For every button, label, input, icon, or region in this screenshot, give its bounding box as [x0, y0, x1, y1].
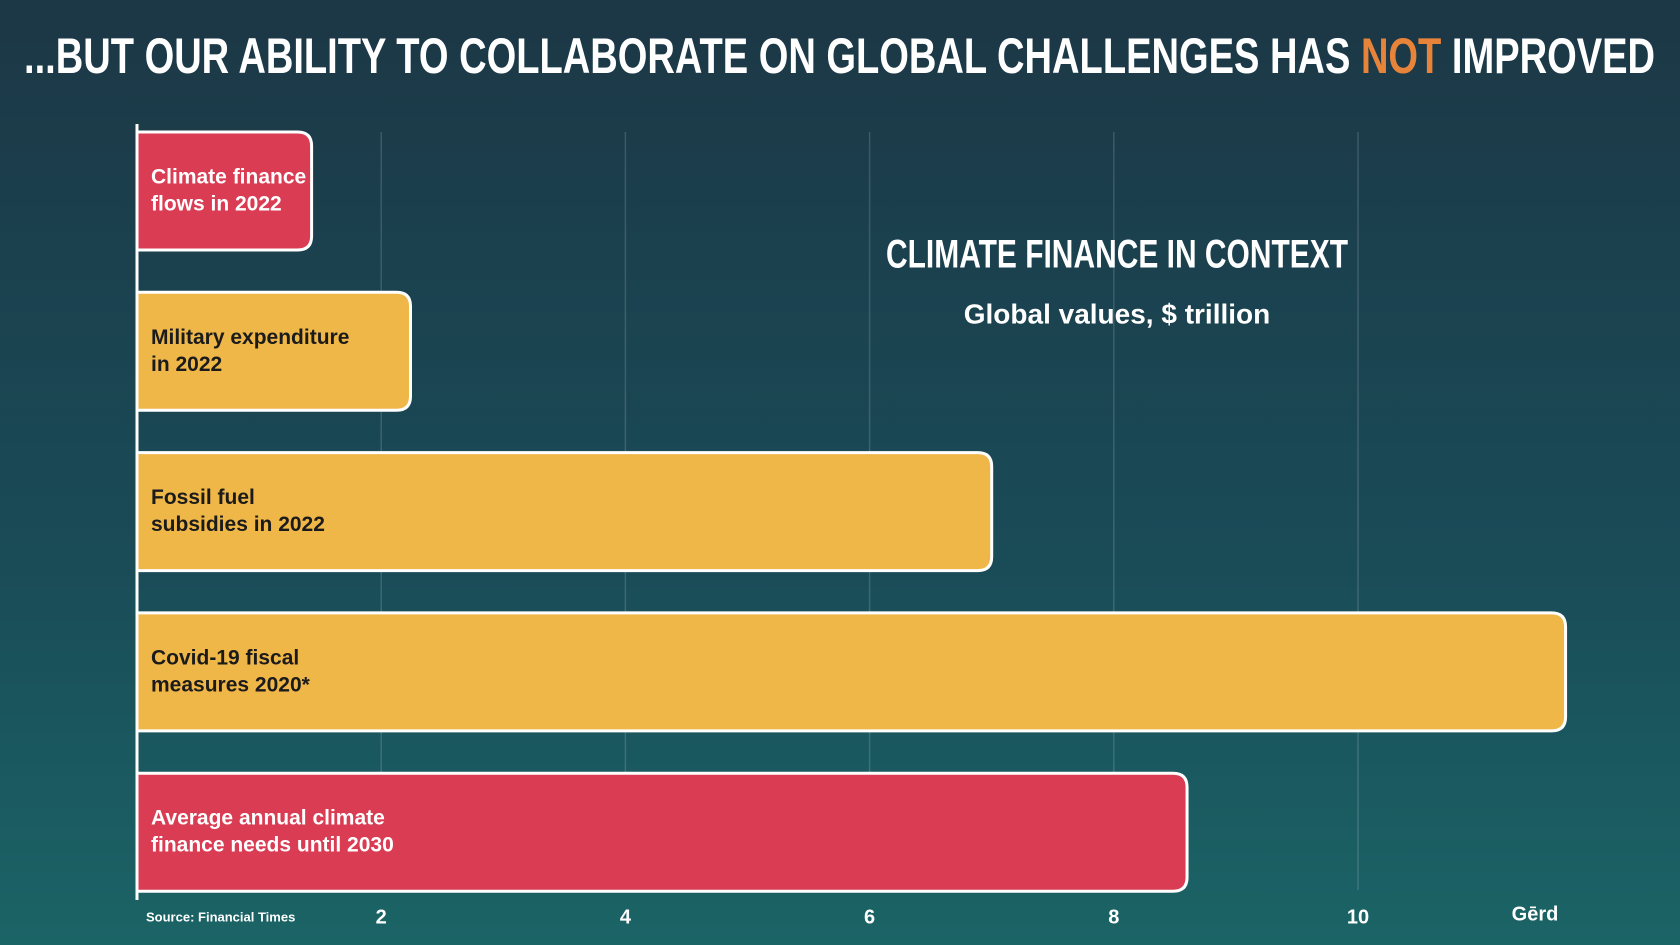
bar-label: in 2022	[151, 353, 222, 376]
bar-label: flows in 2022	[151, 193, 282, 216]
x-tick-label: 4	[620, 906, 632, 928]
bar	[135, 451, 994, 573]
bar-label: finance needs until 2030	[151, 834, 394, 857]
bar-label: Military expenditure	[151, 326, 349, 349]
bar	[135, 130, 314, 252]
bar-label: Covid-19 fiscal	[151, 646, 299, 669]
source: Source: Financial Times	[146, 909, 295, 924]
x-tick-label: 6	[864, 906, 875, 928]
x-tick-label: 10	[1347, 906, 1369, 928]
bar-label: Fossil fuel	[151, 486, 255, 509]
bar-label: Average annual climate	[151, 807, 385, 830]
slide-title: ...BUT OUR ABILITY TO COLLABORATE ON GLO…	[24, 28, 1655, 84]
bar	[135, 611, 1568, 733]
title-text: ...BUT OUR ABILITY TO COLLABORATE ON GLO…	[24, 28, 1361, 84]
bars: Climate finance flows in 2022 Military exp…	[135, 130, 1568, 893]
x-tick-label: 8	[1108, 906, 1119, 928]
chart-subtitle: Global values, $ trillion	[964, 298, 1271, 329]
x-tick-label: 2	[376, 906, 387, 928]
bar	[135, 290, 413, 412]
grid: 2 4 6 8 10	[376, 132, 1369, 928]
bar-label: Climate finance	[151, 166, 306, 189]
bar-label: subsidies in 2022	[151, 513, 325, 536]
logo: Gērd	[1512, 903, 1559, 925]
title-highlight: NOT	[1361, 28, 1441, 84]
bar	[135, 771, 1189, 893]
title-text: IMPROVED	[1441, 28, 1655, 84]
bar-label: measures 2020*	[151, 673, 311, 696]
chart-title: CLIMATE FINANCE IN CONTEXT	[886, 233, 1348, 277]
